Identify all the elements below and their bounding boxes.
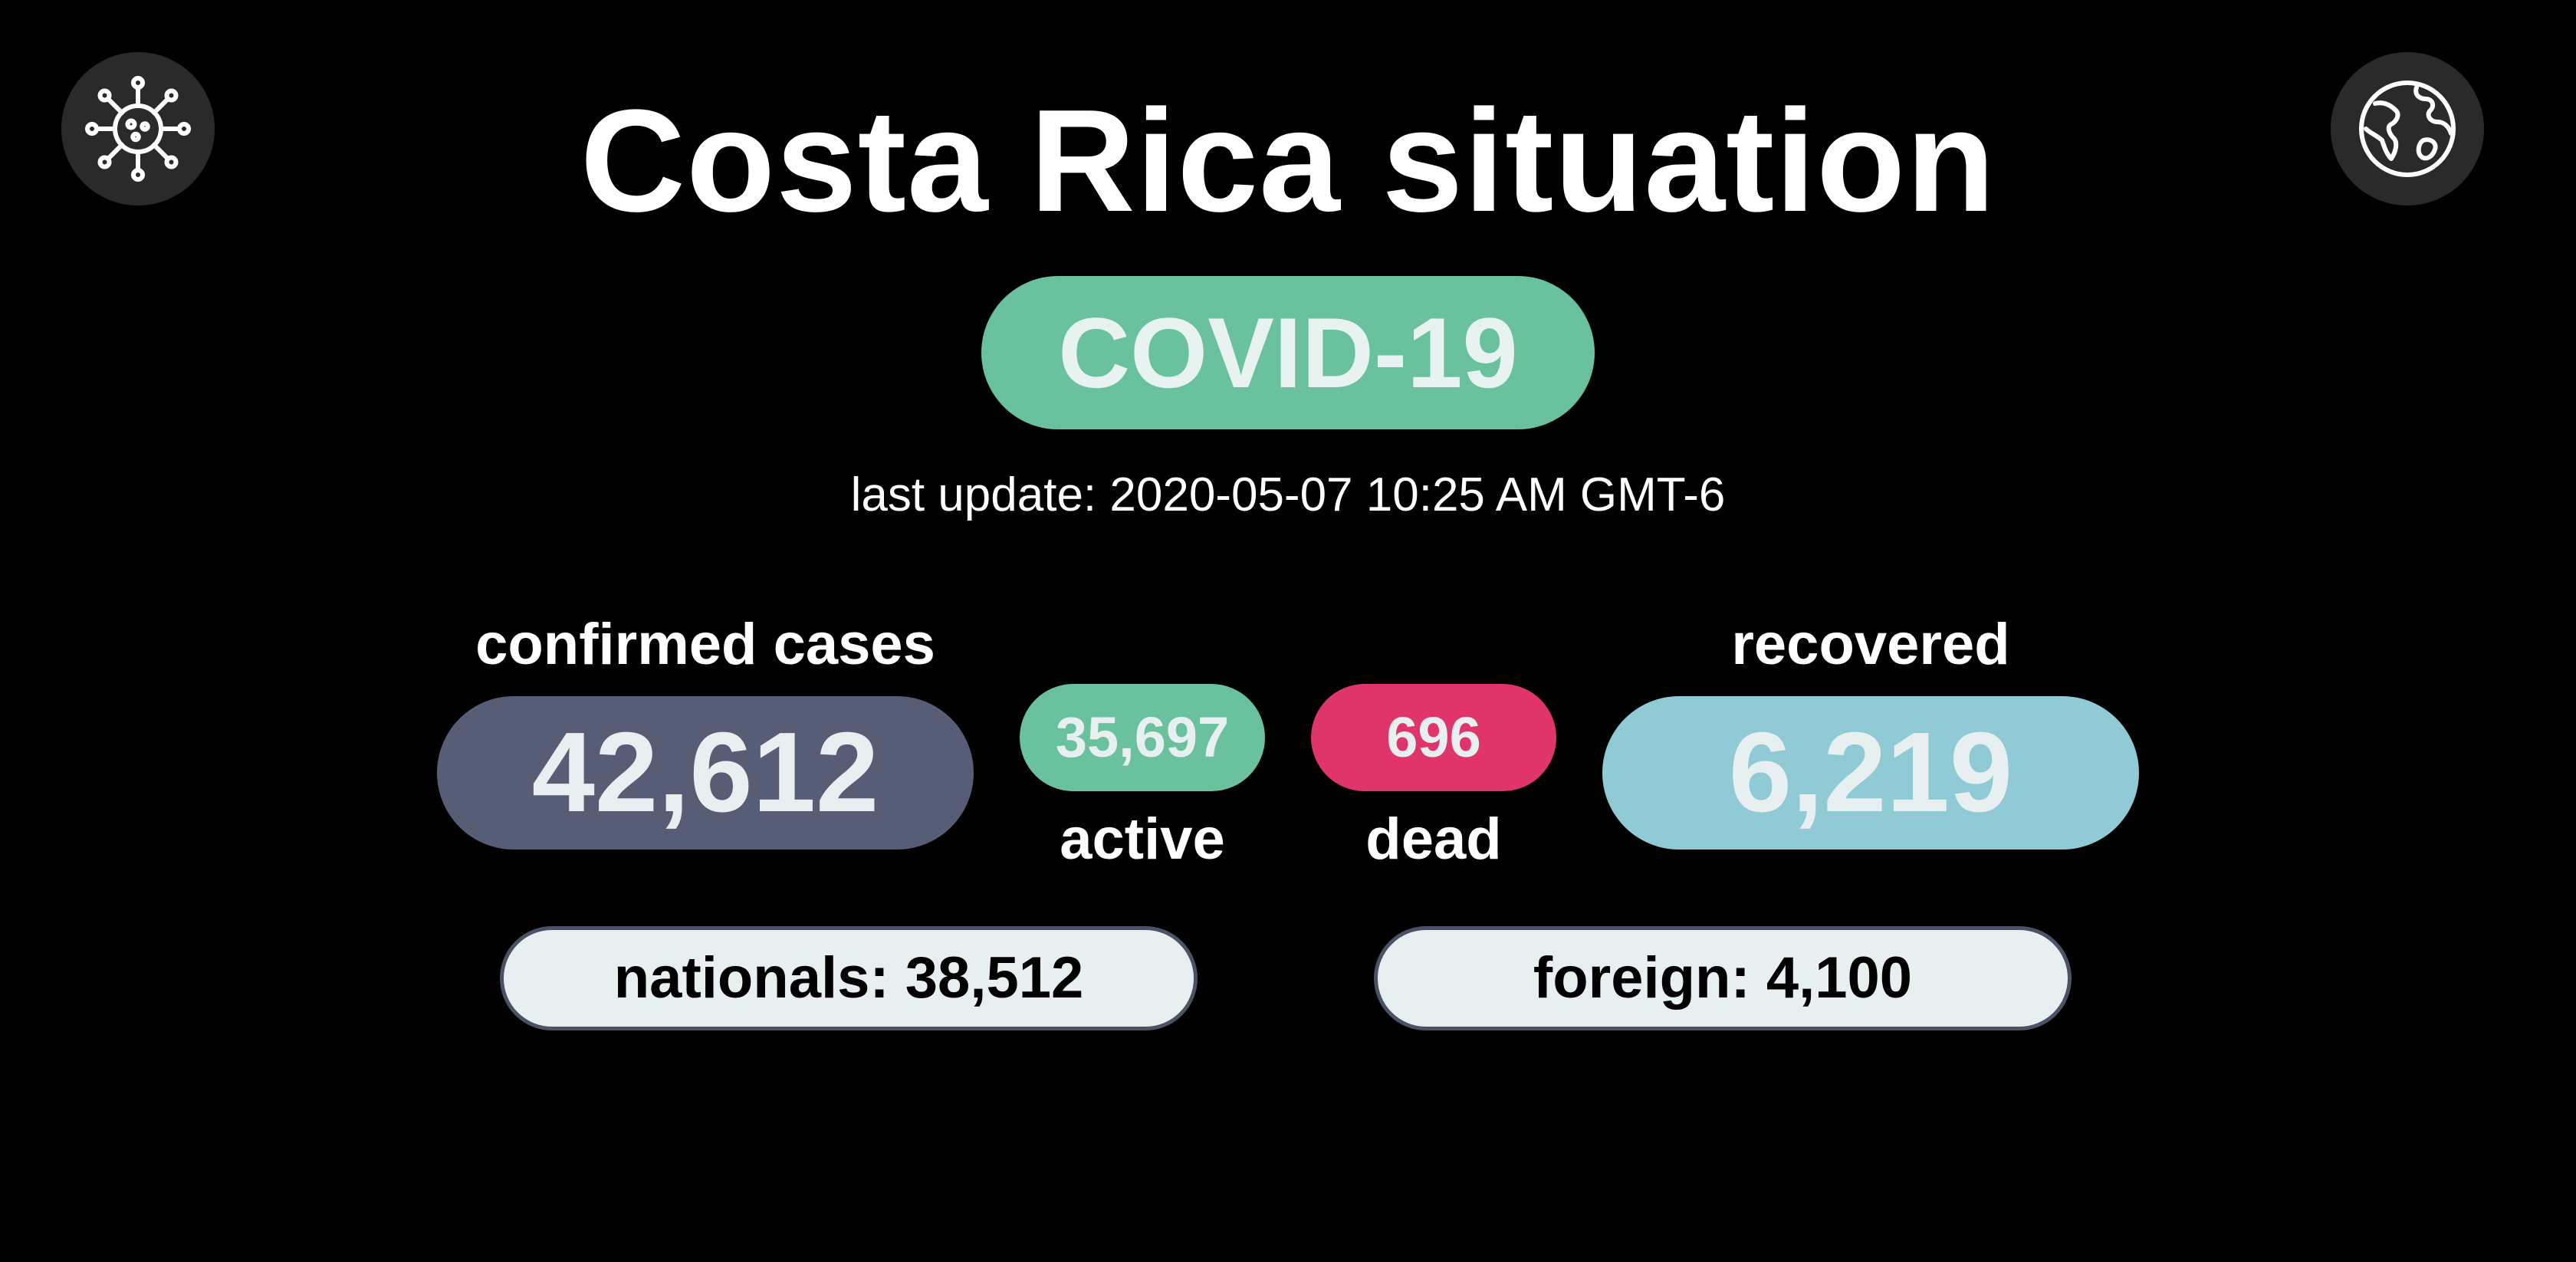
foreign-badge: foreign: 4,100: [1374, 926, 2072, 1030]
virus-icon[interactable]: [61, 52, 215, 205]
globe-icon[interactable]: [2331, 52, 2484, 205]
last-update-text: last update: 2020-05-07 10:25 AM GMT-6: [850, 468, 1726, 521]
covid-badge: COVID-19: [981, 276, 1595, 429]
nationals-badge: nationals: 38,512: [500, 926, 1198, 1030]
recovered-value: 6,219: [1602, 696, 2139, 850]
dead-label: dead: [1365, 807, 1502, 872]
active-value: 35,697: [1020, 684, 1265, 791]
recovered-label: recovered: [1731, 612, 2010, 677]
page-title: Costa Rica situation: [580, 80, 1996, 242]
confirmed-cases-value: 42,612: [437, 696, 974, 850]
confirmed-cases-label: confirmed cases: [475, 612, 935, 677]
active-label: active: [1060, 807, 1225, 872]
dead-value: 696: [1311, 684, 1556, 791]
